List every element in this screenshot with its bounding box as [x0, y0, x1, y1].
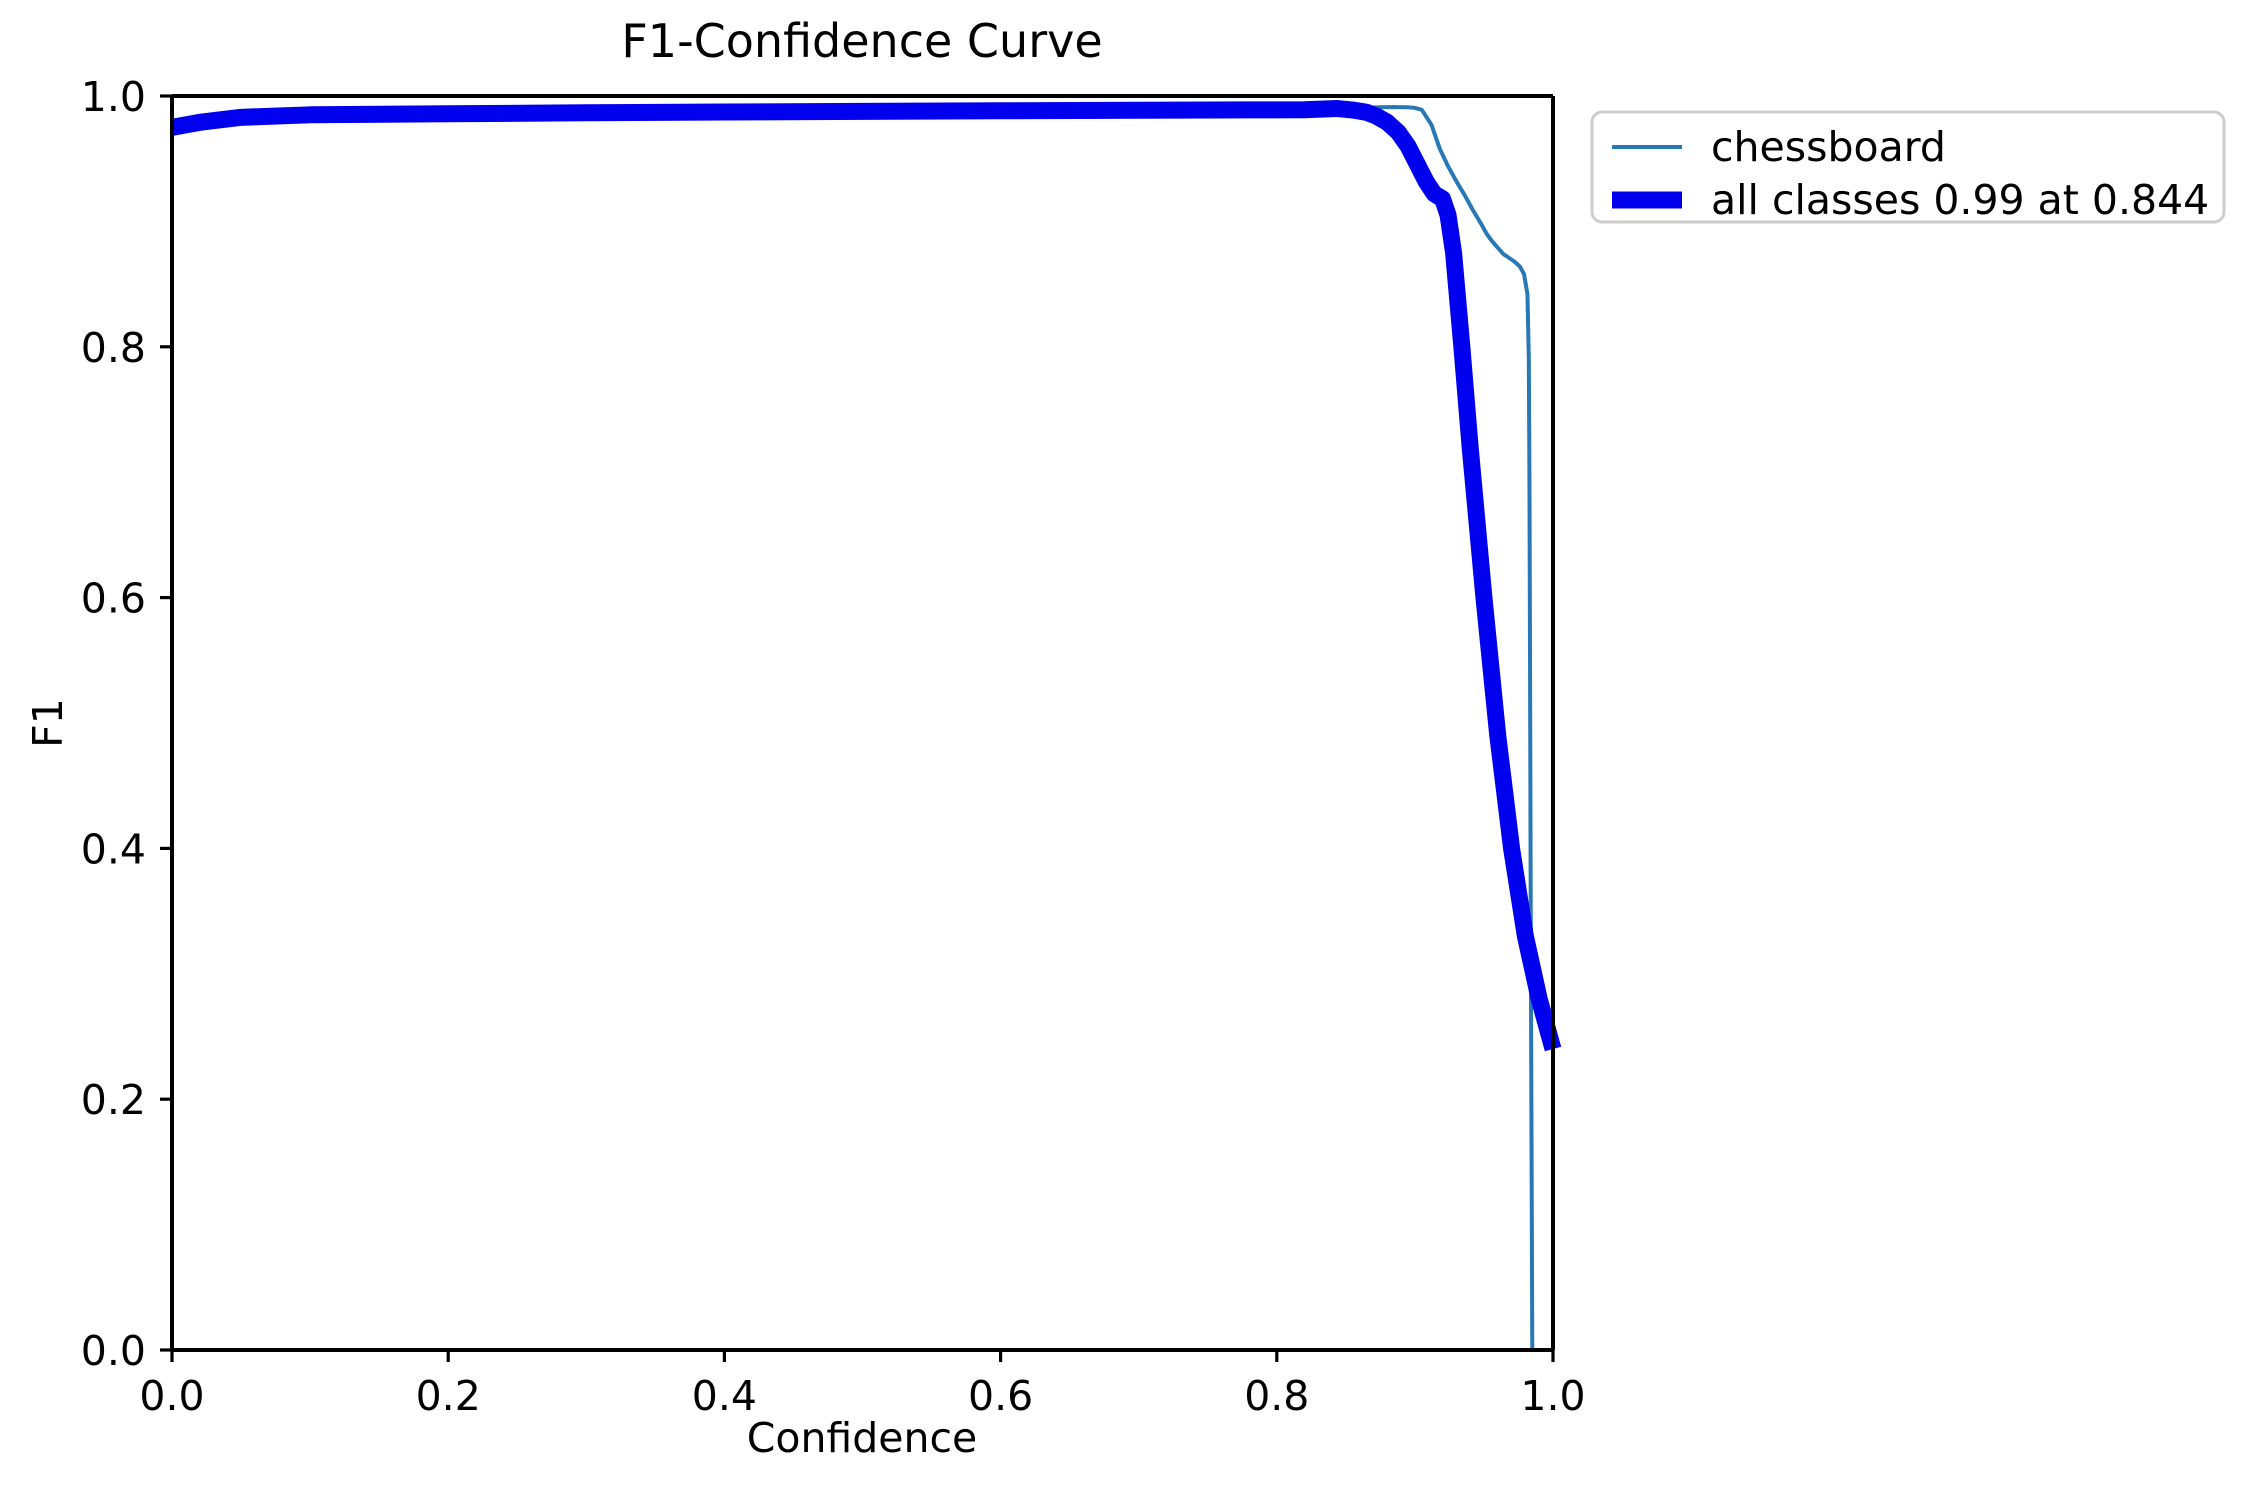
y-axis-label: F1: [24, 698, 72, 748]
x-tick-label: 0.6: [968, 1372, 1033, 1420]
y-tick-label: 0.6: [81, 575, 146, 623]
x-axis-ticks: 0.0 0.2 0.4 0.6 0.8 1.0: [139, 1350, 1586, 1420]
chart-title: F1-Confidence Curve: [621, 14, 1102, 68]
y-tick-label: 0.4: [81, 825, 146, 873]
series-line-all-classes: [170, 100, 1562, 1052]
y-tick-label: 1.0: [81, 73, 146, 121]
x-tick-label: 0.4: [692, 1372, 757, 1420]
x-tick-label: 0.0: [139, 1372, 204, 1420]
legend-label-chessboard: chessboard: [1711, 123, 1946, 171]
y-tick-label: 0.8: [81, 324, 146, 372]
y-axis-ticks: 0.0 0.2 0.4 0.6 0.8 1.0: [81, 73, 172, 1375]
legend: chessboard all classes 0.99 at 0.844: [1590, 110, 2226, 224]
x-tick-label: 0.2: [416, 1372, 481, 1420]
plot-area-background: [172, 96, 1553, 1350]
x-tick-label: 1.0: [1520, 1372, 1585, 1420]
y-tick-label: 0.0: [81, 1327, 146, 1375]
legend-box: [1590, 110, 2226, 224]
x-axis-label: Confidence: [747, 1414, 978, 1462]
legend-label-all-classes: all classes 0.99 at 0.844: [1711, 176, 2209, 224]
x-tick-label: 0.8: [1244, 1372, 1309, 1420]
y-tick-label: 0.2: [81, 1076, 146, 1124]
series-group: [170, 100, 1562, 1352]
